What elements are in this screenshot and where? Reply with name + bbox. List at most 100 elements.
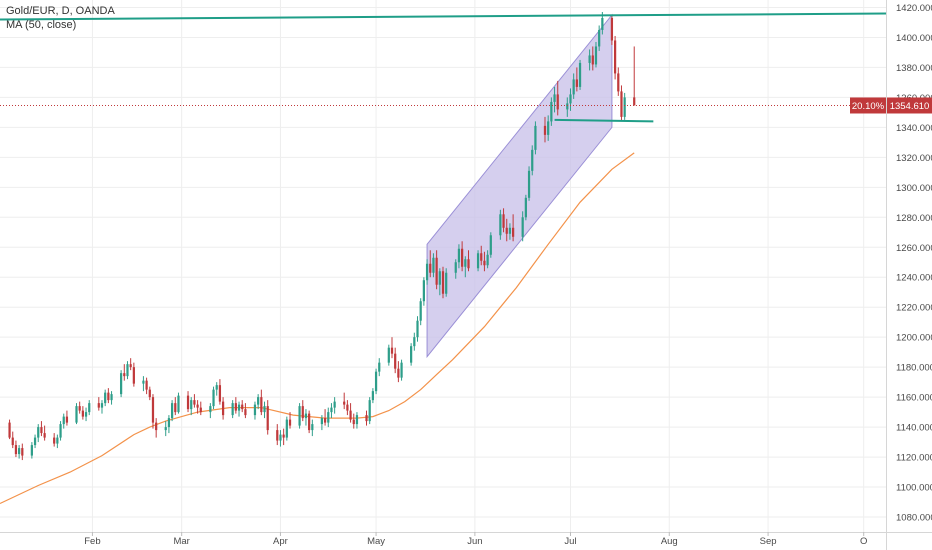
candlestick-series[interactable] xyxy=(8,11,636,461)
candle-body-down xyxy=(241,404,244,410)
candle-body-up xyxy=(190,400,193,410)
candle xyxy=(489,232,492,258)
candle xyxy=(298,403,301,429)
candle-body-down xyxy=(14,445,18,455)
candle-body-up xyxy=(371,391,375,401)
candle-body-up xyxy=(167,418,171,428)
candle-body-up xyxy=(257,397,260,405)
candle-body-down xyxy=(276,430,279,441)
candle xyxy=(129,358,132,371)
indicator-label[interactable]: MA (50, close) xyxy=(6,19,77,31)
candle xyxy=(62,413,65,429)
candle-body-down xyxy=(8,422,11,438)
candle xyxy=(413,332,416,351)
candle xyxy=(257,394,260,410)
candle-body-up xyxy=(387,347,390,363)
support-line xyxy=(554,118,654,123)
candle xyxy=(457,244,461,269)
candle-body-up xyxy=(547,121,550,135)
candle xyxy=(88,400,91,416)
candle-body-up xyxy=(550,101,553,122)
candle-body-down xyxy=(441,271,445,294)
candle xyxy=(400,359,403,381)
candle xyxy=(304,409,308,426)
candle xyxy=(84,407,88,422)
candle-body-up xyxy=(486,254,489,266)
candle xyxy=(301,400,304,422)
candle xyxy=(43,425,46,441)
candle xyxy=(435,250,438,290)
candle xyxy=(145,377,148,395)
candle-body-up xyxy=(177,395,180,413)
candle-body-down xyxy=(221,401,225,416)
candle-body-up xyxy=(566,103,569,110)
drawn-trendlines[interactable] xyxy=(0,12,887,123)
candle-body-down xyxy=(308,413,311,431)
candle-body-down xyxy=(282,434,285,438)
candle xyxy=(368,397,371,425)
candle xyxy=(333,397,336,414)
symbol-title[interactable]: Gold/EUR, D, OANDA xyxy=(6,5,115,17)
candle-body-up xyxy=(88,403,91,413)
candle xyxy=(282,428,285,446)
candle-body-up xyxy=(231,403,234,416)
candle-body-up xyxy=(416,320,419,338)
price-axis-tick-label: 1280.000 xyxy=(896,213,932,224)
candle-body-up xyxy=(422,280,425,302)
candle xyxy=(285,416,288,441)
candle xyxy=(218,379,222,405)
candle-body-up xyxy=(327,412,330,423)
candle-body-down xyxy=(480,253,483,261)
candle-body-up xyxy=(56,437,59,444)
candle-body-down xyxy=(234,403,237,411)
candle xyxy=(193,394,196,408)
candle xyxy=(164,421,167,437)
candle xyxy=(40,421,43,437)
candle-body-up xyxy=(18,448,21,455)
candle xyxy=(556,80,559,116)
price-axis-tick-label: 1100.000 xyxy=(896,483,932,494)
candle xyxy=(288,412,292,429)
candle xyxy=(578,59,582,90)
price-axis-tick-label: 1380.000 xyxy=(896,63,932,74)
last-price-badge: 20.10% 1354.610 xyxy=(850,97,932,114)
candle-body-down xyxy=(591,55,594,65)
candle-body-up xyxy=(119,373,123,395)
candle-body-down xyxy=(483,260,486,266)
candle xyxy=(155,418,158,438)
candle-body-up xyxy=(209,406,212,413)
candle-body-down xyxy=(260,397,263,413)
candle-body-up xyxy=(598,29,601,47)
candle-body-up xyxy=(320,418,324,425)
candle xyxy=(244,403,247,419)
candle-body-up xyxy=(508,227,512,234)
candle xyxy=(620,85,623,122)
candle-body-down xyxy=(266,406,269,431)
candle-body-up xyxy=(30,445,33,456)
candle-body-up xyxy=(298,406,301,426)
candle-body-up xyxy=(75,406,78,423)
candle-body-down xyxy=(390,347,394,354)
time-axis-tick-label: Jun xyxy=(467,536,482,547)
candle xyxy=(100,400,104,414)
candle xyxy=(170,400,174,422)
candle-body-up xyxy=(212,389,215,407)
candle xyxy=(186,391,190,413)
rising-channel[interactable] xyxy=(426,13,613,359)
candle xyxy=(266,400,269,435)
candle-body-up xyxy=(438,271,441,285)
candle xyxy=(575,67,578,92)
candle-body-down xyxy=(543,125,547,135)
candle-body-up xyxy=(355,415,359,425)
candle xyxy=(276,424,279,446)
price-axis-tick-label: 1220.000 xyxy=(896,303,932,314)
candle-body-up xyxy=(33,437,37,446)
candle xyxy=(591,46,594,71)
candle xyxy=(241,400,244,413)
price-axis-tick-label: 1260.000 xyxy=(896,243,932,254)
candle-body-up xyxy=(534,125,537,150)
candle xyxy=(429,250,432,278)
candle xyxy=(11,431,14,449)
chart-legend: Gold/EUR, D, OANDA MA (50, close) xyxy=(6,4,115,32)
